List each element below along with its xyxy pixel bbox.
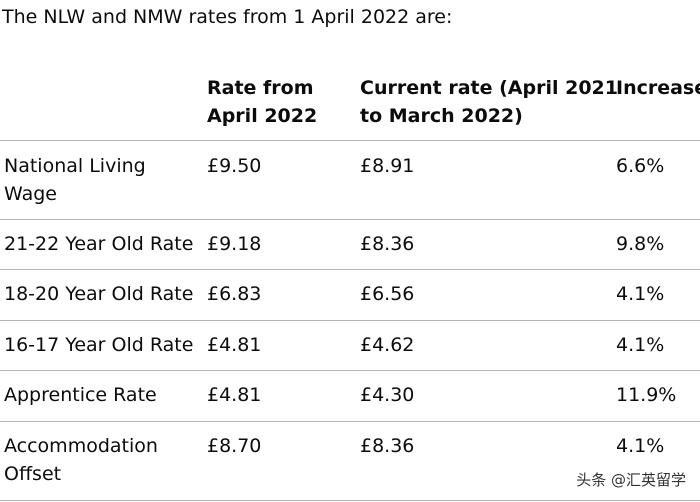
row-label-line2: Wage <box>4 183 57 205</box>
header-current-rate: Current rate (April 2021 to March 2022) <box>360 74 618 130</box>
row-label: 21-22 Year Old Rate <box>4 233 194 255</box>
row-current-rate: £4.30 <box>360 384 415 406</box>
row-new-rate: £8.70 <box>207 435 262 457</box>
header-increase-line1: Increase <box>616 77 700 99</box>
row-current-rate: £6.56 <box>360 283 415 305</box>
header-rate-from-line2: April 2022 <box>207 105 318 127</box>
row-label: 16-17 Year Old Rate <box>4 334 194 356</box>
row-increase: 4.1% <box>616 334 665 356</box>
row-label-line1: National Living <box>4 155 146 177</box>
header-current-rate-line2: to March 2022) <box>360 105 523 127</box>
row-increase: 4.1% <box>616 283 665 305</box>
row-current-rate: £8.36 <box>360 435 415 457</box>
row-new-rate: £4.81 <box>207 384 262 406</box>
row-new-rate: £9.18 <box>207 233 262 255</box>
row-increase: 9.8% <box>616 233 665 255</box>
row-increase: 4.1% <box>616 435 665 457</box>
row-current-rate: £8.36 <box>360 233 415 255</box>
header-increase: Increase <box>616 74 700 102</box>
row-new-rate: £6.83 <box>207 283 262 305</box>
table-row: 21-22 Year Old Rate £9.18 £8.36 9.8% <box>0 220 700 270</box>
table-header-row: Rate from April 2022 Current rate (April… <box>0 72 700 141</box>
row-label: 18-20 Year Old Rate <box>4 283 194 305</box>
row-label-line2: Offset <box>4 463 62 485</box>
watermark: 头条 @汇英留学 <box>576 471 686 489</box>
table-row: Accommodation Offset £8.70 £8.36 4.1% <box>0 422 700 501</box>
row-current-rate: £4.62 <box>360 334 415 356</box>
header-rate-from-line1: Rate from <box>207 77 314 99</box>
row-increase: 11.9% <box>616 384 677 406</box>
row-increase: 6.6% <box>616 155 665 177</box>
table-row: 16-17 Year Old Rate £4.81 £4.62 4.1% <box>0 321 700 371</box>
header-current-rate-line1: Current rate (April 2021 <box>360 77 618 99</box>
intro-text: The NLW and NMW rates from 1 April 2022 … <box>2 6 453 28</box>
row-current-rate: £8.91 <box>360 155 415 177</box>
row-label: National Living Wage <box>4 152 146 208</box>
row-new-rate: £4.81 <box>207 334 262 356</box>
row-label: Accommodation Offset <box>4 432 158 488</box>
row-new-rate: £9.50 <box>207 155 262 177</box>
table-row: 18-20 Year Old Rate £6.83 £6.56 4.1% <box>0 270 700 321</box>
table-row: National Living Wage £9.50 £8.91 6.6% <box>0 141 700 220</box>
table-row: Apprentice Rate £4.81 £4.30 11.9% <box>0 371 700 422</box>
row-label: Apprentice Rate <box>4 384 157 406</box>
row-label-line1: Accommodation <box>4 435 158 457</box>
header-rate-from: Rate from April 2022 <box>207 74 317 130</box>
